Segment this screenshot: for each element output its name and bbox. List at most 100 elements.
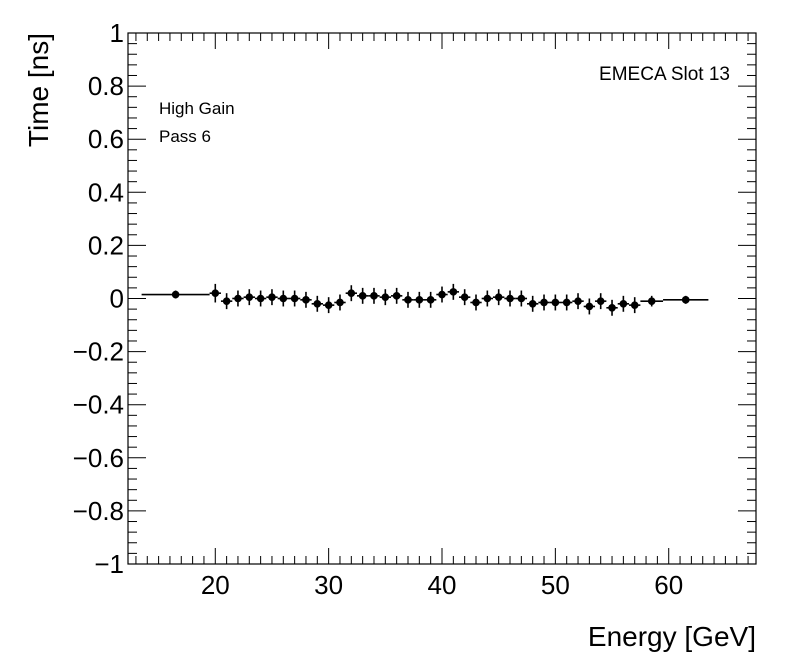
data-marker xyxy=(608,303,616,312)
data-marker xyxy=(426,296,435,304)
data-point xyxy=(368,287,380,304)
data-point xyxy=(663,295,709,304)
y-tick-label: 0.2 xyxy=(88,230,124,260)
x-tick-label: 40 xyxy=(428,570,457,600)
data-marker xyxy=(268,293,276,301)
data-marker xyxy=(279,294,288,303)
data-point xyxy=(561,294,573,311)
gain-annotation: High Gain xyxy=(159,99,235,118)
data-marker xyxy=(574,297,582,305)
data-point xyxy=(470,294,482,311)
data-point xyxy=(334,294,346,311)
data-marker xyxy=(585,302,594,311)
data-marker xyxy=(506,294,514,303)
y-tick-label: 0.4 xyxy=(88,177,124,207)
data-marker xyxy=(517,294,526,303)
data-marker xyxy=(483,294,492,303)
y-tick-label: −0.4 xyxy=(73,390,124,420)
data-marker xyxy=(392,292,401,300)
data-marker xyxy=(449,288,458,296)
data-marker xyxy=(381,293,390,301)
data-marker xyxy=(528,300,537,308)
data-point xyxy=(527,295,539,312)
data-point xyxy=(549,294,562,311)
data-point xyxy=(345,285,357,302)
data-marker xyxy=(302,296,310,304)
data-point xyxy=(640,295,664,307)
data-marker xyxy=(222,297,231,305)
data-point xyxy=(311,295,323,312)
data-point xyxy=(220,293,233,310)
x-axis-title: Energy [GeV] xyxy=(588,621,756,652)
data-point xyxy=(254,290,267,307)
data-marker xyxy=(647,297,656,305)
axis-tick-labels: 20 30 40 50 60 −1 −0.8 −0.6 −0.4 −0.2 0 0.2 0.4 0.6 0.… xyxy=(73,18,684,600)
data-marker xyxy=(290,294,299,303)
data-point xyxy=(493,289,505,306)
y-tick-label: 0.8 xyxy=(88,71,124,101)
data-point xyxy=(266,289,278,306)
data-point xyxy=(538,294,550,311)
data-marker xyxy=(324,301,333,309)
data-marker xyxy=(370,292,378,300)
y-tick-label: 0 xyxy=(110,284,124,314)
data-point xyxy=(232,290,244,307)
data-point xyxy=(459,289,471,306)
data-point xyxy=(436,286,448,303)
data-point xyxy=(572,293,584,310)
slot-annotation: EMECA Slot 13 xyxy=(599,64,730,85)
data-marker xyxy=(562,298,571,307)
y-tick-label: −0.8 xyxy=(73,496,124,526)
data-marker xyxy=(358,292,367,300)
data-point xyxy=(300,291,312,308)
data-point xyxy=(141,290,210,299)
data-point xyxy=(322,297,335,314)
data-marker xyxy=(336,298,344,307)
data-point xyxy=(356,287,369,304)
data-marker xyxy=(630,301,639,309)
data-point xyxy=(606,299,618,316)
data-marker xyxy=(460,293,469,301)
data-marker xyxy=(551,298,560,307)
data-point xyxy=(447,283,460,300)
data-marker xyxy=(211,289,220,297)
data-marker xyxy=(540,298,548,307)
pass-annotation: Pass 6 xyxy=(159,127,211,146)
data-point xyxy=(515,290,528,307)
data-marker xyxy=(415,296,424,304)
data-marker xyxy=(681,296,690,304)
data-points xyxy=(141,283,709,316)
data-marker xyxy=(472,298,480,307)
y-axis-title: Time [ns] xyxy=(23,33,54,147)
data-marker xyxy=(245,293,254,301)
data-marker xyxy=(347,289,356,297)
x-tick-label: 30 xyxy=(314,570,343,600)
data-point xyxy=(402,291,414,308)
y-tick-label: −1 xyxy=(94,549,124,579)
axis-ticks xyxy=(128,32,756,565)
data-point xyxy=(595,293,607,310)
y-tick-label: −0.2 xyxy=(73,337,124,367)
data-marker xyxy=(494,293,503,301)
y-tick-label: 1 xyxy=(110,18,124,48)
data-point xyxy=(504,290,516,307)
x-tick-label: 50 xyxy=(541,570,570,600)
data-point xyxy=(243,289,255,306)
y-tick-label: 0.6 xyxy=(88,124,124,154)
data-marker xyxy=(171,290,180,299)
data-point xyxy=(288,290,301,307)
y-tick-label: −0.6 xyxy=(73,443,124,473)
x-tick-label: 20 xyxy=(201,570,230,600)
data-point xyxy=(481,290,494,307)
data-marker xyxy=(404,296,412,304)
data-marker xyxy=(234,294,242,303)
data-point xyxy=(379,289,391,306)
data-point xyxy=(390,287,403,304)
data-point xyxy=(583,298,596,315)
data-marker xyxy=(313,300,322,308)
x-tick-label: 60 xyxy=(654,570,683,600)
data-point xyxy=(424,291,437,308)
data-point xyxy=(629,297,641,314)
data-point xyxy=(277,290,289,307)
